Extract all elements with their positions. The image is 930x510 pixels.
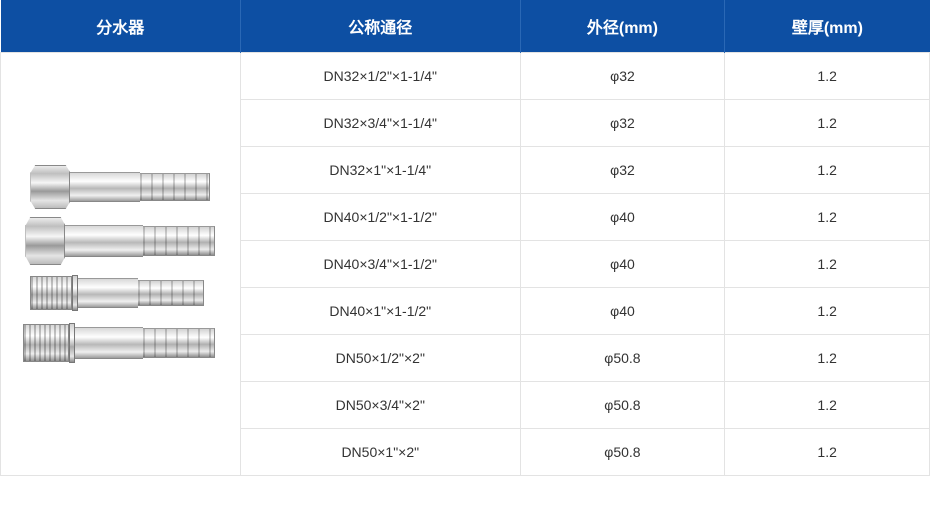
table-row: DN32×1/2"×1-1/4" φ32 1.2 [1, 53, 930, 100]
cell-wt: 1.2 [725, 335, 930, 382]
table-body: DN32×1/2"×1-1/4" φ32 1.2 DN32×3/4"×1-1/4… [1, 53, 930, 476]
cell-nominal: DN50×1"×2" [240, 429, 520, 476]
cell-nominal: DN32×3/4"×1-1/4" [240, 100, 520, 147]
cell-od: φ40 [520, 288, 725, 335]
cell-nominal: DN40×3/4"×1-1/2" [240, 241, 520, 288]
cell-wt: 1.2 [725, 194, 930, 241]
fitting-thread-2 [23, 323, 218, 363]
cell-od: φ32 [520, 100, 725, 147]
cell-wt: 1.2 [725, 382, 930, 429]
cell-od: φ40 [520, 241, 725, 288]
cell-nominal: DN40×1/2"×1-1/2" [240, 194, 520, 241]
cell-od: φ40 [520, 194, 725, 241]
fitting-hex-1 [30, 165, 210, 209]
header-image: 分水器 [1, 0, 241, 53]
cell-od: φ50.8 [520, 335, 725, 382]
cell-wt: 1.2 [725, 147, 930, 194]
cell-nominal: DN50×3/4"×2" [240, 382, 520, 429]
cell-wt: 1.2 [725, 53, 930, 100]
cell-od: φ32 [520, 53, 725, 100]
cell-nominal: DN40×1"×1-1/2" [240, 288, 520, 335]
header-wt: 壁厚(mm) [725, 0, 930, 53]
product-image-cell [1, 53, 241, 476]
fitting-hex-2 [25, 219, 215, 263]
cell-nominal: DN50×1/2"×2" [240, 335, 520, 382]
cell-od: φ50.8 [520, 429, 725, 476]
cell-wt: 1.2 [725, 100, 930, 147]
fitting-thread-1 [30, 273, 210, 313]
cell-wt: 1.2 [725, 288, 930, 335]
cell-wt: 1.2 [725, 429, 930, 476]
cell-nominal: DN32×1"×1-1/4" [240, 147, 520, 194]
cell-od: φ32 [520, 147, 725, 194]
header-nominal: 公称通径 [240, 0, 520, 53]
cell-od: φ50.8 [520, 382, 725, 429]
header-row: 分水器 公称通径 外径(mm) 壁厚(mm) [1, 0, 930, 53]
cell-wt: 1.2 [725, 241, 930, 288]
header-od: 外径(mm) [520, 0, 725, 53]
cell-nominal: DN32×1/2"×1-1/4" [240, 53, 520, 100]
spec-table: 分水器 公称通径 外径(mm) 壁厚(mm) DN32×1/ [0, 0, 930, 476]
